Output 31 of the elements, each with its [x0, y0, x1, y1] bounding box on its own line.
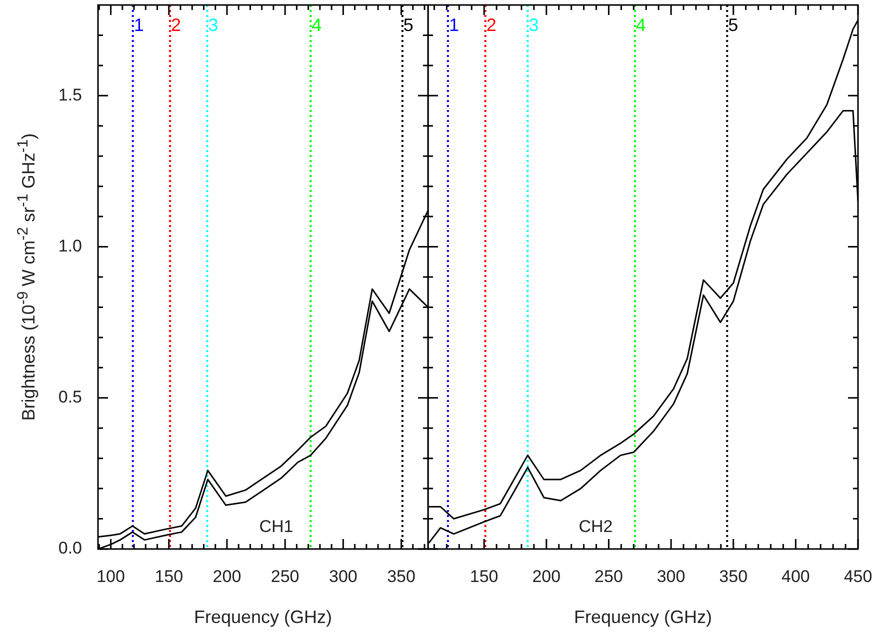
y-tick-label: 0.5	[58, 388, 82, 407]
annotation: 4	[312, 15, 322, 36]
x-tick-label: 350	[719, 566, 748, 586]
annotation: 5	[728, 15, 738, 36]
annotation: 1	[448, 15, 459, 36]
x-tick-label: 200	[212, 566, 242, 586]
x-tick-label: 200	[532, 566, 561, 586]
annotation: 5	[403, 15, 414, 36]
x-tick-label: 400	[781, 566, 810, 586]
annotation: 3	[208, 15, 218, 36]
annotation: CH1	[259, 516, 294, 536]
y-tick-label: 1.0	[58, 236, 82, 256]
annotation: 3	[528, 15, 539, 36]
x-axis-title: Frequency (GHz)	[194, 607, 332, 628]
x-tick-label: 350	[387, 566, 416, 586]
y-tick-label: 0.0	[58, 538, 82, 558]
y-tick-label: 1.5	[58, 85, 82, 104]
x-tick-label: 300	[328, 566, 358, 586]
annotation: 2	[486, 15, 496, 36]
annotation: 1	[134, 15, 144, 36]
x-tick-label: 150	[470, 566, 498, 586]
x-tick-label: 100	[96, 566, 125, 586]
x-tick-label: 250	[594, 566, 623, 586]
x-axis-title: Frequency (GHz)	[574, 607, 712, 628]
x-tick-label: 250	[270, 566, 300, 586]
annotation: 4	[636, 15, 646, 36]
x-tick-label: 450	[844, 566, 872, 586]
annotation: 2	[171, 15, 182, 36]
annotation: CH2	[578, 516, 613, 536]
x-tick-label: 150	[154, 566, 184, 586]
x-tick-label: 300	[656, 566, 686, 586]
